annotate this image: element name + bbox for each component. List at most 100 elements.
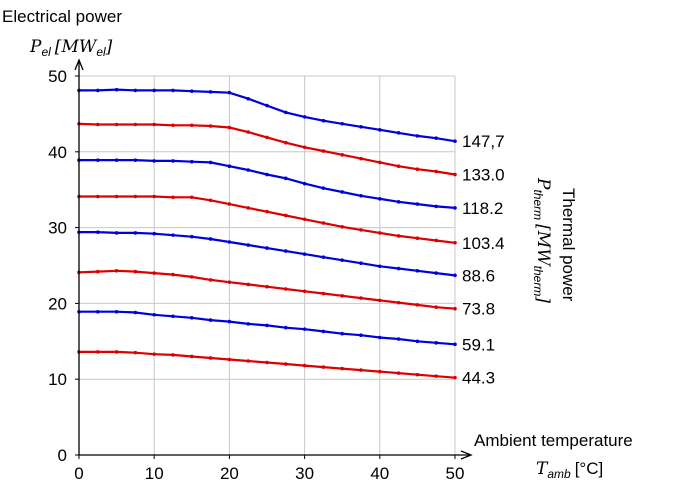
series-point — [114, 158, 119, 162]
series-point — [434, 169, 439, 174]
series-point — [302, 252, 307, 256]
series-point — [265, 323, 269, 328]
series-point — [265, 246, 269, 250]
series-point — [302, 289, 307, 294]
series-point — [434, 271, 439, 275]
y-axis-title: Electrical power — [2, 7, 122, 26]
series-point — [171, 195, 175, 200]
series-point — [208, 237, 213, 241]
series-point — [171, 272, 175, 277]
series-point — [133, 350, 138, 355]
right-axis-symbol-sub: therm — [531, 189, 545, 220]
series-point — [227, 357, 232, 362]
series-point — [302, 181, 307, 186]
x-axis-symbol: T — [536, 459, 549, 479]
series-point — [434, 204, 439, 209]
series-point — [340, 294, 345, 298]
series-point — [265, 103, 269, 108]
series-point — [378, 298, 382, 303]
series-point — [114, 194, 119, 199]
series-point — [246, 206, 250, 210]
series-label: 73.8 — [462, 300, 495, 319]
series-point — [434, 305, 439, 309]
series-point — [190, 195, 194, 200]
series-point — [246, 243, 250, 247]
series-point — [171, 123, 175, 128]
series-point — [265, 172, 269, 177]
series-point — [208, 160, 213, 165]
series-point — [378, 264, 382, 269]
series-point — [152, 271, 156, 275]
series-point — [453, 240, 457, 245]
x-tick-label: 50 — [446, 464, 465, 483]
series-point — [284, 110, 288, 115]
series-point — [246, 359, 250, 363]
series-labels: 147,7 133.0 118.2 103.4 88.6 73.8 59.1 44.3 — [462, 132, 505, 387]
series-point — [434, 374, 439, 378]
right-axis-symbol: P — [533, 177, 553, 190]
grid — [79, 75, 456, 455]
series-label: 44.3 — [462, 369, 495, 388]
series-point — [321, 118, 326, 123]
series-point — [171, 233, 175, 237]
series-point — [415, 372, 420, 377]
series-point — [453, 306, 457, 311]
series-point — [133, 269, 138, 274]
x-axis-arrow — [460, 450, 473, 460]
series-point — [190, 234, 194, 239]
series-label: 103.4 — [462, 234, 505, 253]
series-point — [284, 249, 288, 253]
series-point — [396, 266, 401, 271]
series-label: 88.6 — [462, 266, 495, 285]
series-point — [227, 90, 232, 95]
series-point — [227, 202, 232, 206]
series-point — [340, 121, 345, 126]
series-point — [284, 176, 288, 181]
y-tick-label: 50 — [48, 67, 67, 86]
series-point — [114, 231, 119, 235]
series-point — [453, 273, 457, 278]
y-axis-symbol-sub: el — [41, 45, 51, 59]
y-axis-symbol-line: Pel [MWel] — [29, 37, 113, 59]
series-point — [96, 158, 100, 162]
x-tick-label: 0 — [74, 464, 83, 483]
series-point — [208, 198, 213, 203]
series-point — [302, 115, 307, 119]
series-point — [190, 275, 194, 279]
series-point — [359, 228, 363, 232]
series-point — [227, 125, 232, 130]
series-point — [246, 130, 250, 134]
y-axis-unit-close: ] — [105, 37, 113, 57]
series-point — [265, 135, 269, 140]
series-point — [415, 236, 420, 241]
series-point — [133, 122, 138, 127]
series-point — [434, 341, 439, 345]
series-point — [378, 160, 382, 165]
series-point — [208, 356, 213, 360]
series-point — [208, 278, 213, 282]
series-point — [340, 258, 345, 262]
series-point — [265, 360, 269, 365]
series-point — [152, 231, 156, 236]
series-point — [133, 88, 138, 93]
series-point — [133, 231, 138, 235]
series-point — [227, 280, 232, 284]
series-point — [453, 172, 457, 177]
series-point — [171, 353, 175, 357]
series-point — [340, 225, 345, 229]
series-point — [114, 87, 119, 92]
series-point — [265, 209, 269, 214]
series-point — [284, 213, 288, 218]
right-axis-unit-sub: therm — [531, 266, 545, 297]
series-point — [415, 339, 420, 344]
series-point — [321, 221, 326, 225]
series-point — [96, 269, 100, 274]
y-tick-label: 40 — [48, 143, 67, 162]
series-point — [96, 309, 100, 314]
series-point — [265, 284, 269, 289]
series-point — [96, 88, 100, 93]
series-point — [321, 186, 326, 190]
x-axis-symbol-sub: amb — [547, 467, 571, 481]
series-point — [171, 88, 175, 93]
